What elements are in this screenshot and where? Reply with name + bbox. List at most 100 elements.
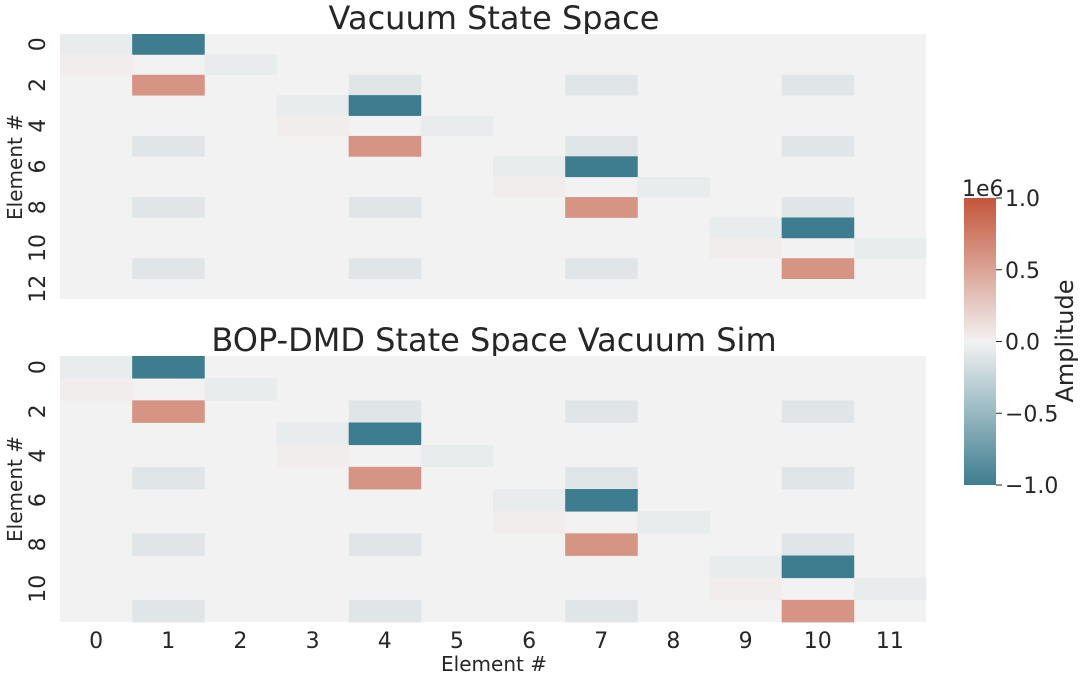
bottom-heatmap-cell [132, 466, 205, 490]
bottom-heatmap-cell [493, 489, 566, 512]
bottom-heatmap-x-tick-label: 9 [739, 629, 753, 654]
bottom-heatmap-x-tick-label: 6 [522, 629, 536, 654]
top-heatmap-y-tick-label: 0 [26, 37, 51, 51]
top-heatmap-cell [493, 156, 566, 178]
bottom-heatmap-cell [348, 466, 422, 490]
colorbar-label: Amplitude [1051, 280, 1079, 403]
top-heatmap-cell [781, 197, 855, 218]
top-heatmap-cell [565, 197, 638, 218]
bottom-heatmap [60, 356, 927, 623]
bottom-heatmap-cell [781, 533, 855, 556]
bottom-heatmap-y-tick-label: 8 [26, 537, 51, 551]
bottom-heatmap-cell [781, 555, 855, 579]
bottom-heatmap-cell [565, 489, 638, 512]
bottom-heatmap-y-tick-label: 6 [26, 493, 51, 507]
top-heatmap-cell [853, 237, 927, 259]
bottom-heatmap-cell [637, 511, 710, 534]
bottom-heatmap-x-axis-label: Element # [441, 652, 547, 676]
bottom-heatmap-cell [565, 466, 638, 490]
bottom-heatmap-cell [565, 599, 638, 623]
bottom-heatmap-cell [781, 466, 855, 490]
top-heatmap-y-tick-label: 8 [26, 200, 51, 214]
top-heatmap-cell [565, 156, 638, 178]
top-heatmap-y-tick-label: 4 [26, 119, 51, 133]
bottom-heatmap-cell [132, 400, 205, 423]
bottom-heatmap-cell [565, 400, 638, 423]
top-heatmap-y-tick-label: 10 [26, 234, 51, 262]
bottom-heatmap-cell [420, 444, 494, 468]
bottom-heatmap-cell [853, 577, 927, 601]
colorbar-tick-label: 0.5 [1005, 259, 1040, 284]
top-heatmap-cell [420, 115, 494, 137]
bottom-heatmap-cell [204, 378, 277, 401]
top-heatmap-cell [276, 115, 350, 137]
top-heatmap-cell [204, 54, 277, 76]
top-heatmap-cell [565, 258, 638, 280]
top-heatmap-cell [781, 135, 855, 157]
bottom-heatmap-x-ticks: 0 1 2 3 4 5 6 7 8 9 10 11 [89, 629, 904, 654]
bottom-heatmap-y-tick-label: 0 [26, 360, 51, 374]
colorbar-tick-label: 0.0 [1005, 331, 1040, 356]
top-heatmap-cell [60, 54, 133, 76]
bottom-heatmap-y-tick-label: 4 [26, 449, 51, 463]
top-heatmap-title: Vacuum State Space [329, 0, 660, 37]
top-heatmap-cell [348, 95, 422, 116]
top-heatmap-cell [132, 74, 205, 96]
colorbar-ticks: 1.0 0.5 0.0 −0.5 −1.0 [996, 187, 1058, 499]
bottom-heatmap-x-tick-label: 1 [161, 629, 175, 654]
top-heatmap-cell [348, 258, 422, 280]
colorbar-tick-label: −1.0 [1005, 474, 1058, 499]
bottom-heatmap-cell [709, 555, 783, 579]
top-heatmap-cell [132, 135, 205, 157]
bottom-heatmap-title: BOP-DMD State Space Vacuum Sim [211, 321, 776, 359]
bottom-heatmap-cell [709, 577, 783, 601]
bottom-heatmap-cell [276, 444, 350, 468]
top-heatmap-cell [565, 74, 638, 96]
bottom-heatmap-y-axis-label: Element # [3, 436, 27, 542]
top-heatmap-cell [565, 135, 638, 157]
bottom-heatmap-x-tick-label: 0 [89, 629, 103, 654]
top-heatmap-y-tick-label: 2 [26, 78, 51, 92]
top-heatmap-cell [348, 135, 422, 157]
top-heatmap-y-tick-label: 6 [26, 160, 51, 174]
top-heatmap-cell [637, 176, 710, 198]
top-heatmap-cell [276, 95, 350, 116]
colorbar-tick-label: −0.5 [1005, 402, 1058, 427]
top-heatmap-cell [60, 34, 133, 55]
bottom-heatmap-x-tick-label: 10 [804, 629, 832, 654]
top-heatmap-cell [493, 176, 566, 198]
colorbar [964, 198, 996, 485]
bottom-heatmap-cell [781, 599, 855, 623]
bottom-heatmap-x-tick-label: 11 [876, 629, 904, 654]
bottom-heatmap-y-tick-label: 10 [26, 575, 51, 603]
top-heatmap-y-axis-label: Element # [3, 114, 27, 220]
top-heatmap-cell [132, 258, 205, 280]
top-heatmap-cell [132, 34, 205, 55]
bottom-heatmap-cell [348, 400, 422, 423]
bottom-heatmap-x-tick-label: 7 [594, 629, 608, 654]
bottom-heatmap-cell [348, 599, 422, 623]
bottom-heatmap-y-ticks: 0 2 4 6 8 10 [26, 360, 51, 603]
bottom-heatmap-x-tick-label: 5 [450, 629, 464, 654]
top-heatmap-cell [781, 258, 855, 280]
top-heatmap-y-tick-label: 12 [26, 275, 51, 303]
top-heatmap-cell [709, 217, 783, 239]
bottom-heatmap-cell [781, 400, 855, 423]
bottom-heatmap-x-tick-label: 8 [666, 629, 680, 654]
bottom-heatmap-cell [60, 378, 133, 401]
top-heatmap [60, 34, 927, 299]
bottom-heatmap-cell [565, 533, 638, 556]
bottom-heatmap-cell [493, 511, 566, 534]
bottom-heatmap-x-tick-label: 2 [233, 629, 247, 654]
top-heatmap-y-ticks: 0 2 4 6 8 10 12 [26, 37, 51, 303]
bottom-heatmap-cell [276, 422, 350, 446]
bottom-heatmap-cell [132, 356, 205, 379]
colorbar-tick-label: 1.0 [1005, 187, 1040, 212]
bottom-heatmap-y-tick-label: 2 [26, 404, 51, 418]
top-heatmap-cell [781, 217, 855, 239]
bottom-heatmap-cell [132, 533, 205, 556]
top-heatmap-cell [132, 197, 205, 218]
bottom-heatmap-cell [60, 356, 133, 379]
bottom-heatmap-x-tick-label: 3 [306, 629, 320, 654]
